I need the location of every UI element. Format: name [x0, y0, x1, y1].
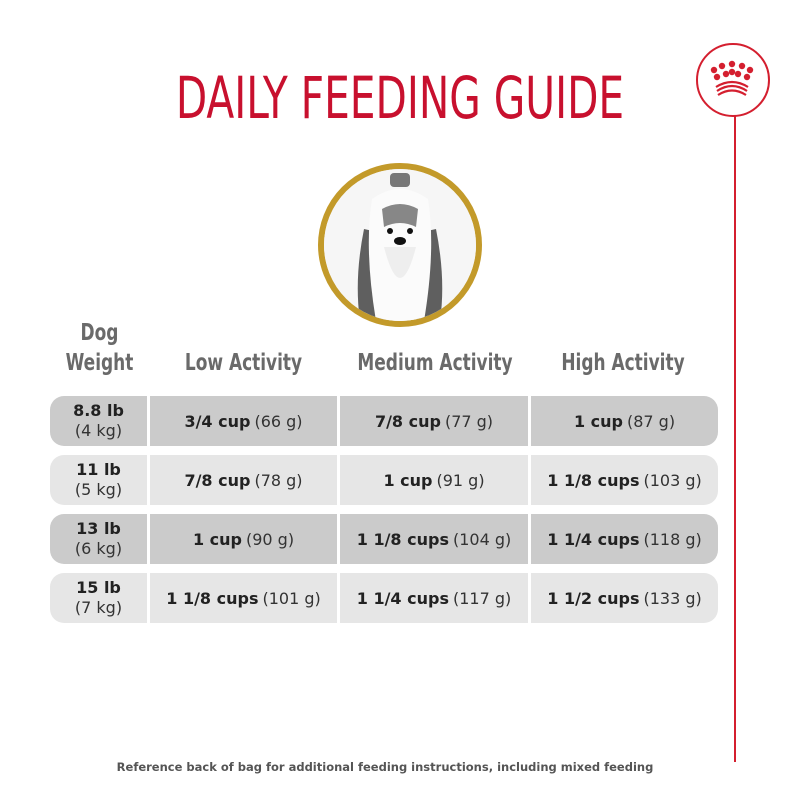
grams-amount: (133 g): [643, 588, 702, 608]
medium-activity-cell: 1 1/8 cups (104 g): [340, 514, 528, 564]
cups-amount: 1 1/2 cups: [547, 588, 640, 608]
header-medium-activity: Medium Activity: [357, 350, 513, 376]
weight-lb: 11 lb: [76, 460, 121, 479]
weight-kg: (6 kg): [74, 539, 123, 558]
cups-amount: 1 1/8 cups: [356, 529, 449, 549]
weight-cell: 13 lb (6 kg): [50, 514, 147, 564]
grams-amount: (87 g): [626, 411, 676, 431]
cups-amount: 3/4 cup: [184, 411, 251, 431]
high-activity-cell: 1 1/2 cups (133 g): [531, 573, 718, 623]
weight-lb: 13 lb: [76, 519, 121, 538]
low-activity-cell: 7/8 cup (78 g): [150, 455, 337, 505]
low-activity-cell: 3/4 cup (66 g): [150, 396, 337, 446]
medium-activity-cell: 7/8 cup (77 g): [340, 396, 528, 446]
table-row: 11 lb (5 kg) 7/8 cup (78 g) 1 cup (91 g) 1…: [50, 455, 718, 505]
high-activity-cell: 1 cup (87 g): [531, 396, 718, 446]
grams-amount: (101 g): [262, 588, 321, 608]
table-row: 8.8 lb (4 kg) 3/4 cup (66 g) 7/8 cup (77 g…: [50, 396, 718, 446]
table-row: 15 lb (7 kg) 1 1/8 cups (101 g) 1 1/4 cup…: [50, 573, 718, 623]
cups-amount: 1 cup: [573, 411, 623, 431]
weight-kg: (4 kg): [74, 421, 123, 440]
grams-amount: (91 g): [436, 470, 485, 490]
medium-activity-cell: 1 1/4 cups (117 g): [340, 573, 528, 623]
table-row: 13 lb (6 kg) 1 cup (90 g) 1 1/8 cups (104 …: [50, 514, 718, 564]
cups-amount: 1 cup: [383, 470, 433, 490]
brand-vertical-line: [734, 110, 736, 762]
header-weight-line2: Weight: [65, 350, 134, 376]
header-dog-weight: Dog Weight: [61, 318, 139, 378]
dog-illustration-icon: [324, 169, 476, 321]
grams-amount: (66 g): [254, 411, 303, 431]
page-title: DAILY FEEDING GUIDE: [175, 64, 625, 132]
low-activity-cell: 1 cup (90 g): [150, 514, 337, 564]
grams-amount: (117 g): [452, 588, 512, 608]
footnote: Reference back of bag for additional fee…: [116, 760, 654, 774]
medium-activity-cell: 1 cup (91 g): [340, 455, 528, 505]
grams-amount: (118 g): [643, 529, 702, 549]
weight-cell: 11 lb (5 kg): [50, 455, 147, 505]
cups-amount: 7/8 cup: [374, 411, 441, 431]
header-low-activity: Low Activity: [184, 350, 303, 376]
cups-amount: 7/8 cup: [184, 470, 251, 490]
grams-amount: (78 g): [254, 470, 303, 490]
cups-amount: 1 cup: [192, 529, 242, 549]
crown-logo-icon: [710, 60, 754, 96]
weight-lb: 8.8 lb: [73, 401, 124, 420]
cups-amount: 1 1/4 cups: [547, 529, 640, 549]
grams-amount: (103 g): [643, 470, 702, 490]
grams-amount: (77 g): [444, 411, 494, 431]
header-weight-line1: Dog: [80, 320, 119, 346]
cups-amount: 1 1/4 cups: [356, 588, 449, 608]
brand-badge: [696, 43, 770, 117]
dog-photo: [318, 163, 482, 327]
weight-kg: (7 kg): [74, 598, 123, 617]
weight-cell: 8.8 lb (4 kg): [50, 396, 147, 446]
grams-amount: (90 g): [245, 529, 295, 549]
low-activity-cell: 1 1/8 cups (101 g): [150, 573, 337, 623]
weight-lb: 15 lb: [76, 578, 121, 597]
grams-amount: (104 g): [452, 529, 512, 549]
high-activity-cell: 1 1/8 cups (103 g): [531, 455, 718, 505]
weight-cell: 15 lb (7 kg): [50, 573, 147, 623]
weight-kg: (5 kg): [74, 480, 123, 499]
cups-amount: 1 1/8 cups: [547, 470, 640, 490]
cups-amount: 1 1/8 cups: [166, 588, 259, 608]
high-activity-cell: 1 1/4 cups (118 g): [531, 514, 718, 564]
header-high-activity: High Activity: [561, 350, 685, 376]
